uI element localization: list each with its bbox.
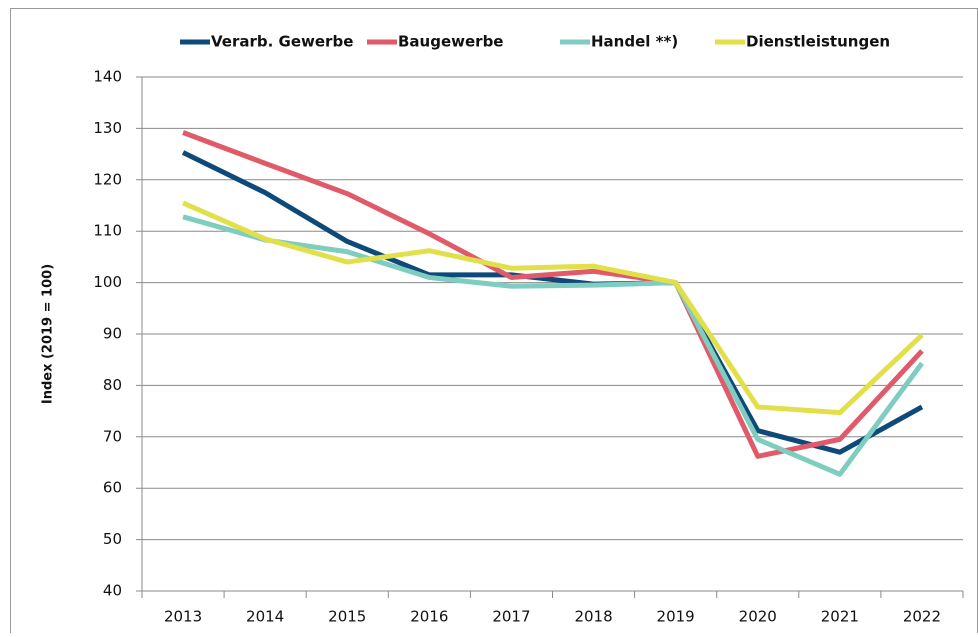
y-axis-label: Index (2019 = 100) [41, 264, 56, 404]
x-tick-label: 2017 [492, 608, 530, 626]
legend-label: Dienstleistungen [746, 33, 890, 51]
series-line [182, 214, 924, 477]
series-line [182, 130, 924, 459]
series-line [181, 150, 924, 455]
series-line [182, 200, 924, 416]
y-tick-label: 90 [103, 325, 122, 343]
x-tick-label: 2015 [328, 608, 366, 626]
x-tick-label: 2016 [410, 608, 448, 626]
x-tick-label: 2019 [657, 608, 695, 626]
y-tick-label: 40 [103, 582, 122, 600]
y-tick-label: 70 [103, 427, 122, 445]
y-tick-label: 50 [103, 530, 122, 548]
x-tick-label: 2018 [574, 608, 612, 626]
y-tick-label: 110 [93, 222, 122, 240]
y-tick-label: 140 [93, 68, 122, 86]
y-tick-label: 130 [93, 119, 122, 137]
x-tick-label: 2013 [164, 608, 202, 626]
legend-label: Verarb. Gewerbe [211, 33, 353, 51]
y-tick-label: 120 [93, 170, 122, 188]
y-tick-label: 100 [93, 273, 122, 291]
x-tick-label: 2022 [903, 608, 941, 626]
y-tick-label: 80 [103, 376, 122, 394]
x-tick-label: 2020 [739, 608, 777, 626]
x-tick-label: 2014 [246, 608, 284, 626]
x-tick-label: 2021 [821, 608, 859, 626]
legend-label: Handel **) [591, 33, 678, 51]
legend-label: Baugewerbe [398, 33, 503, 51]
y-tick-label: 60 [103, 479, 122, 497]
